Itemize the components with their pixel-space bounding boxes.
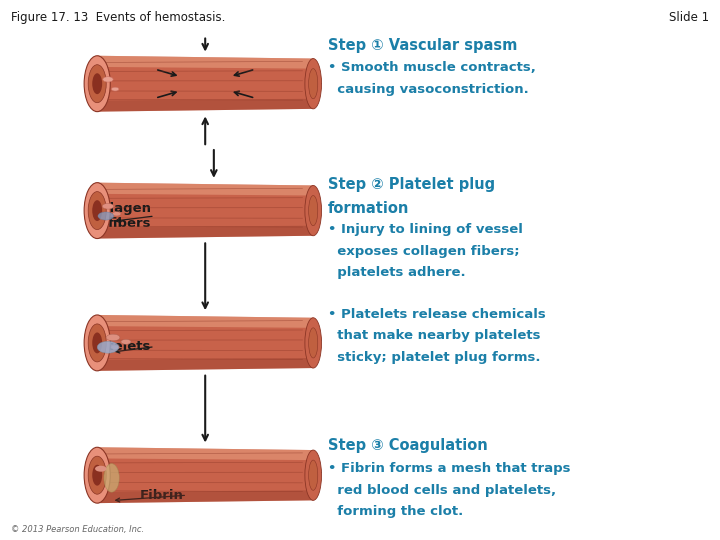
Polygon shape [97, 56, 313, 69]
Ellipse shape [88, 324, 107, 362]
Polygon shape [97, 358, 313, 371]
Text: Step ③ Coagulation: Step ③ Coagulation [328, 438, 487, 454]
Polygon shape [97, 315, 313, 328]
Ellipse shape [88, 192, 107, 230]
Text: exposes collagen fibers;: exposes collagen fibers; [328, 245, 519, 258]
Ellipse shape [309, 460, 318, 490]
Text: causing vasoconstriction.: causing vasoconstriction. [328, 83, 528, 96]
Ellipse shape [84, 56, 110, 112]
Ellipse shape [92, 73, 102, 94]
Polygon shape [97, 447, 313, 460]
Text: formation: formation [328, 201, 409, 215]
Ellipse shape [97, 341, 119, 353]
Ellipse shape [92, 465, 102, 485]
Ellipse shape [111, 345, 120, 349]
Text: forming the clot.: forming the clot. [328, 505, 463, 518]
Text: sticky; platelet plug forms.: sticky; platelet plug forms. [328, 351, 540, 364]
Polygon shape [97, 183, 313, 239]
Text: Figure 17. 13  Events of hemostasis.: Figure 17. 13 Events of hemostasis. [11, 11, 225, 24]
Ellipse shape [102, 204, 114, 209]
Ellipse shape [305, 185, 322, 236]
Ellipse shape [305, 318, 322, 368]
Ellipse shape [305, 58, 322, 109]
Polygon shape [97, 447, 313, 503]
Ellipse shape [84, 447, 110, 503]
Ellipse shape [309, 195, 318, 226]
Polygon shape [97, 99, 313, 112]
Ellipse shape [103, 77, 113, 82]
Polygon shape [97, 183, 313, 195]
Text: Slide 1: Slide 1 [669, 11, 709, 24]
Text: • Injury to lining of vessel: • Injury to lining of vessel [328, 223, 523, 237]
Polygon shape [97, 226, 313, 239]
Ellipse shape [309, 69, 318, 99]
Text: that make nearby platelets: that make nearby platelets [328, 329, 540, 342]
Ellipse shape [84, 315, 110, 371]
Ellipse shape [309, 328, 318, 358]
Text: © 2013 Pearson Education, Inc.: © 2013 Pearson Education, Inc. [11, 524, 144, 534]
Text: Step ② Platelet plug: Step ② Platelet plug [328, 177, 495, 192]
Ellipse shape [88, 456, 107, 494]
Text: platelets adhere.: platelets adhere. [328, 266, 465, 279]
Polygon shape [97, 490, 313, 503]
Ellipse shape [95, 465, 107, 472]
Text: Collagen
fibers: Collagen fibers [86, 202, 151, 230]
Text: • Platelets release chemicals: • Platelets release chemicals [328, 308, 545, 321]
Ellipse shape [92, 200, 102, 221]
Polygon shape [97, 56, 313, 112]
Ellipse shape [106, 334, 120, 341]
Text: Step ① Vascular spasm: Step ① Vascular spasm [328, 38, 517, 53]
Ellipse shape [104, 464, 120, 492]
Polygon shape [97, 315, 313, 371]
Ellipse shape [112, 87, 119, 91]
Text: Fibrin: Fibrin [140, 489, 184, 502]
Ellipse shape [98, 212, 114, 220]
Ellipse shape [84, 183, 110, 239]
Ellipse shape [112, 212, 121, 216]
Ellipse shape [121, 339, 131, 345]
Ellipse shape [305, 450, 322, 501]
Ellipse shape [92, 333, 102, 353]
Text: • Smooth muscle contracts,: • Smooth muscle contracts, [328, 62, 536, 75]
Text: red blood cells and platelets,: red blood cells and platelets, [328, 484, 556, 497]
Text: • Fibrin forms a mesh that traps: • Fibrin forms a mesh that traps [328, 462, 570, 475]
Text: Platelets: Platelets [85, 340, 151, 353]
Ellipse shape [88, 65, 107, 103]
